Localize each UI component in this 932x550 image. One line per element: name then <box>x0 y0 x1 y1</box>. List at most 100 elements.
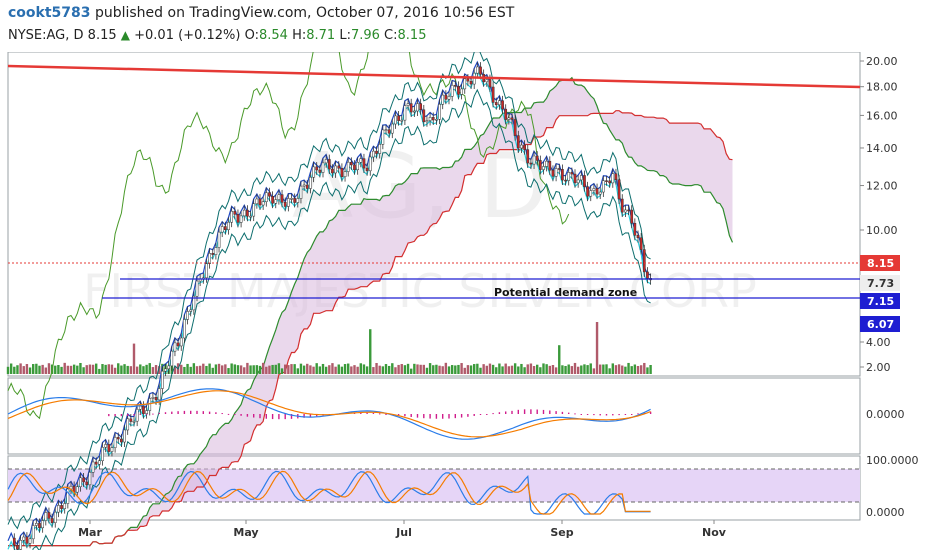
macd-histogram-bar <box>120 414 123 417</box>
candle-body <box>416 103 419 112</box>
candle-body <box>239 215 243 223</box>
candle-body <box>246 209 249 217</box>
macd-histogram-bar <box>271 414 274 420</box>
candle-body <box>233 210 237 215</box>
volume-bar <box>507 366 511 374</box>
price-tick-label: 20.00 <box>866 55 898 68</box>
candle-body <box>567 172 571 181</box>
candle-body <box>214 247 218 255</box>
macd-histogram-bar <box>208 411 211 414</box>
volume-bar <box>224 364 227 374</box>
volume-bar <box>526 364 529 374</box>
volume-bar <box>460 363 463 374</box>
candle-body <box>428 117 432 121</box>
resistance-trendline[interactable] <box>7 64 861 89</box>
candle-body <box>290 198 293 200</box>
macd-histogram-bar <box>517 409 519 414</box>
volume-bar <box>9 363 13 374</box>
volume-bar <box>548 365 551 374</box>
candle-body <box>400 119 404 122</box>
macd-histogram-bar <box>561 411 564 414</box>
volume-bar <box>583 364 586 374</box>
macd-histogram-bar <box>284 414 286 420</box>
candle-body <box>271 195 274 204</box>
volume-bar <box>82 367 85 374</box>
candle-body <box>126 418 130 431</box>
macd-histogram-bar <box>580 414 582 415</box>
candle-body <box>539 160 542 170</box>
macd-histogram-bar <box>196 410 198 414</box>
volume-bar <box>501 366 504 374</box>
volume-bar <box>173 366 177 374</box>
candle-body <box>639 237 643 250</box>
macd-histogram-bar <box>372 412 375 414</box>
candle-body <box>287 198 290 207</box>
volume-bar <box>186 363 189 374</box>
macd-histogram-bar <box>479 414 482 416</box>
volume-bar <box>98 368 101 374</box>
volume-bar <box>145 364 148 374</box>
macd-histogram-bar <box>637 413 639 415</box>
volume-bar <box>410 368 413 374</box>
publish-line: cookt5783 published on TradingView.com, … <box>8 5 514 21</box>
chart-area[interactable]: AG, D FIRST MAJESTIC SILVER CORP Potenti… <box>0 52 932 550</box>
candle-body <box>217 231 221 248</box>
volume-bar <box>95 363 98 374</box>
candle-body <box>299 185 303 199</box>
volume-bar <box>428 363 432 374</box>
macd-histogram-bar <box>568 412 570 414</box>
volume-bar <box>532 366 536 374</box>
macd-histogram-bar <box>624 414 627 415</box>
price-tag-bg <box>860 275 900 291</box>
bollinger-lower <box>32 88 651 550</box>
low-label: L: <box>339 28 351 43</box>
volume-bar <box>202 363 205 374</box>
volume-bar <box>25 364 29 374</box>
volume-bar <box>425 367 429 374</box>
candle-body <box>542 166 545 170</box>
volume-bar <box>41 364 44 374</box>
author-link[interactable]: cookt5783 <box>8 5 91 21</box>
candle-body <box>22 536 26 541</box>
candle-body <box>340 167 344 177</box>
candle-body <box>44 512 48 521</box>
candle-body <box>331 168 334 174</box>
volume-bar <box>523 367 526 374</box>
candle-body <box>372 150 375 158</box>
volume-bar <box>586 365 589 374</box>
candle-body <box>261 201 265 206</box>
macd-histogram-bar <box>152 413 154 415</box>
candle-body <box>107 444 111 452</box>
candle-body <box>485 79 489 83</box>
candle-body <box>450 85 454 97</box>
macd-line <box>7 388 651 440</box>
candle-body <box>283 202 287 207</box>
volume-bar <box>243 367 246 374</box>
candle-body <box>602 180 605 193</box>
volume-bar <box>520 363 523 374</box>
macd-histogram-bar <box>177 411 179 414</box>
volume-bar <box>636 365 640 374</box>
volume-bar <box>16 365 19 374</box>
price-tick-label: 18.00 <box>866 81 898 94</box>
volume-bar <box>369 329 372 374</box>
macd-histogram-bar <box>599 414 601 416</box>
volume-bar <box>394 367 397 374</box>
macd-histogram-bar <box>114 414 116 417</box>
candle-body <box>642 249 646 273</box>
candle-body <box>91 461 95 473</box>
volume-bar <box>299 363 303 374</box>
time-axis[interactable]: Mar May Jul Sep Nov <box>78 520 727 539</box>
volume-bar <box>567 364 570 374</box>
candle-body <box>535 155 539 161</box>
stochastic-lines <box>7 470 651 515</box>
volume-bar <box>211 367 214 374</box>
macd-panel[interactable] <box>7 377 861 455</box>
symbol-label[interactable]: NYSE:AG, D <box>8 28 84 43</box>
macd-histogram-bar <box>108 414 110 417</box>
candle-body <box>457 85 460 95</box>
macd-histogram-bar <box>202 411 204 414</box>
price-axis[interactable]: 20.00 18.00 16.00 14.00 12.00 10.00 4.00 2.00 <box>860 55 898 374</box>
volume-bar <box>79 362 82 374</box>
candle-body <box>242 209 246 217</box>
